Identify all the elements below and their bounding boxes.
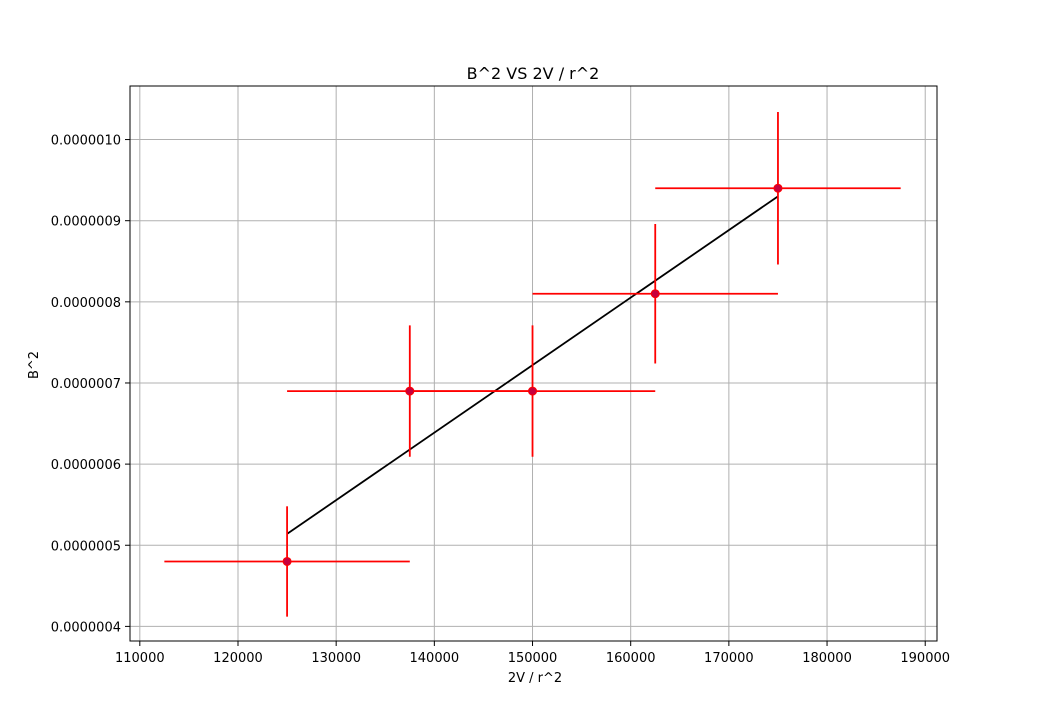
data-point <box>282 556 292 566</box>
x-tick-label: 110000 <box>115 651 165 666</box>
y-tick-label: 0.0000005 <box>51 539 121 554</box>
x-tick-label: 160000 <box>606 651 656 666</box>
x-tick-label: 170000 <box>704 651 754 666</box>
data-point <box>773 183 783 193</box>
y-tick-label: 0.0000007 <box>51 377 121 392</box>
x-axis-label: 2V / r^2 <box>508 671 562 686</box>
y-axis-ticks: 0.0000004 0.0000005 0.0000006 0.0000007 0.00… <box>51 134 130 635</box>
data-point <box>528 386 538 396</box>
chart-title: B^2 VS 2V / r^2 <box>467 64 600 83</box>
y-tick-label: 0.0000008 <box>51 296 121 311</box>
x-tick-label: 140000 <box>410 651 460 666</box>
x-tick-label: 130000 <box>311 651 361 666</box>
data-point <box>405 386 415 396</box>
y-axis-label: B^2 <box>27 351 42 379</box>
x-tick-label: 180000 <box>802 651 852 666</box>
y-tick-label: 0.0000009 <box>51 215 121 230</box>
y-tick-label: 0.0000006 <box>51 458 121 473</box>
x-axis-ticks: 110000 120000 130000 140000 150000 160000 1700… <box>115 641 950 666</box>
y-tick-label: 0.0000010 <box>51 134 121 149</box>
x-tick-label: 150000 <box>508 651 558 666</box>
plot-area-frame <box>129 85 938 642</box>
data-points <box>282 183 783 566</box>
y-tick-label: 0.0000004 <box>51 620 121 635</box>
x-tick-label: 190000 <box>900 651 950 666</box>
data-point <box>650 289 660 299</box>
x-tick-label: 120000 <box>213 651 263 666</box>
